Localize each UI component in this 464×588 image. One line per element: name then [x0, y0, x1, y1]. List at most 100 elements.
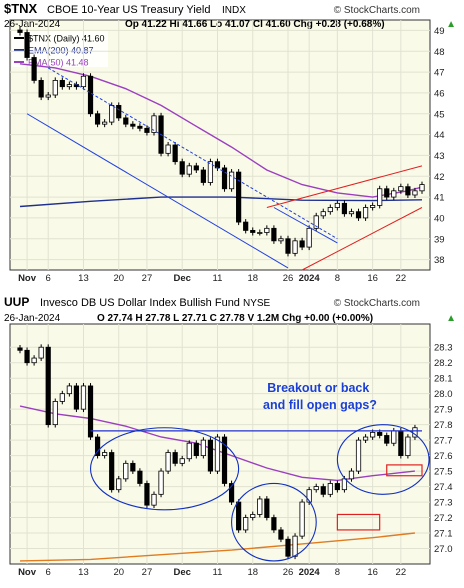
- tnx-chart-panel: $TNX CBOE 10-Year US Treasury Yield INDX…: [0, 0, 464, 288]
- y-tick-label: 38: [434, 255, 445, 266]
- candle-body: [109, 452, 115, 491]
- candle-body: [348, 470, 355, 480]
- y-tick-label: 47: [434, 68, 445, 79]
- candle-body: [228, 483, 235, 503]
- candle-body: [73, 385, 80, 410]
- candle-body: [193, 165, 199, 171]
- candle-body: [193, 442, 199, 457]
- y-tick-label: 39: [434, 234, 445, 245]
- candle-body: [172, 144, 178, 163]
- y-tick-label: 27.7: [434, 436, 453, 447]
- candle-body: [320, 486, 326, 495]
- x-tick-label: Dec: [173, 567, 190, 578]
- candle-body: [52, 80, 58, 96]
- candle-body: [348, 211, 355, 215]
- series-ema200: [19, 532, 415, 562]
- trendline: [47, 67, 338, 240]
- candle-body: [285, 238, 291, 254]
- candle-body: [391, 190, 397, 198]
- candle-body: [80, 385, 87, 410]
- uup-annotation: Breakout or back and fill open gaps?: [263, 381, 377, 412]
- candle-body: [384, 188, 390, 198]
- x-tick-label: 26: [283, 273, 294, 284]
- x-tick-label: 27: [142, 273, 153, 284]
- candle-body: [87, 385, 94, 438]
- y-tick-label: 27.9: [434, 405, 453, 416]
- candle-body: [59, 80, 65, 88]
- candle-body: [102, 121, 108, 125]
- x-tick-label: 26: [283, 567, 294, 578]
- candle-body: [370, 431, 376, 438]
- x-tick-label: Dec: [173, 273, 190, 284]
- y-tick-label: 28.2: [434, 358, 453, 369]
- x-tick-label: 16: [367, 567, 378, 578]
- uup-chart: UUP Invesco DB US Dollar Index Bullish F…: [0, 294, 464, 583]
- y-tick-label: 27.8: [434, 420, 453, 431]
- candle-body: [355, 439, 362, 472]
- y-tick-label: 46: [434, 88, 445, 99]
- trendline: [26, 113, 289, 269]
- x-tick-label: 22: [396, 273, 407, 284]
- tnx-chg-arrow: ▲: [446, 19, 456, 30]
- candle-body: [362, 436, 369, 441]
- tnx-exchange: INDX: [222, 5, 246, 16]
- candle-body: [257, 232, 263, 234]
- candle-body: [144, 483, 150, 506]
- y-tick-label: 43: [434, 151, 445, 162]
- y-tick-label: 27.0: [434, 544, 453, 555]
- candle-body: [264, 227, 270, 233]
- tnx-watermark: © StockCharts.com: [334, 5, 420, 16]
- candle-body: [186, 165, 192, 175]
- candle-body: [398, 186, 404, 192]
- y-tick-label: 45: [434, 109, 445, 120]
- x-tick-label: 2024: [299, 273, 321, 284]
- tnx-name: CBOE 10-Year US Treasury Yield: [47, 4, 210, 16]
- candle-body: [299, 240, 305, 248]
- uup-date: 26-Jan-2024: [4, 313, 61, 324]
- y-tick-label: 49: [434, 26, 445, 37]
- candle-body: [236, 501, 242, 531]
- y-tick-label: 27.3: [434, 498, 453, 509]
- y-tick-label: 44: [434, 130, 445, 141]
- candle-body: [130, 123, 136, 127]
- candle-body: [52, 401, 58, 426]
- candle-body: [271, 517, 277, 531]
- candle-body: [17, 29, 23, 33]
- candle-body: [66, 84, 72, 88]
- uup-ticker: UUP: [4, 295, 29, 309]
- candle-body: [243, 221, 249, 231]
- uup-annotation-line-1: Breakout or back: [267, 381, 369, 395]
- candle-body: [45, 94, 51, 98]
- candle-body: [151, 493, 157, 506]
- candle-body: [362, 207, 369, 219]
- x-tick-label: 2024: [299, 567, 321, 578]
- highlight-ellipse: [231, 482, 317, 562]
- candle-body: [137, 470, 143, 484]
- candle-body: [116, 478, 122, 491]
- candle-body: [31, 57, 37, 81]
- candle-body: [250, 514, 256, 518]
- candle-body: [179, 458, 185, 464]
- candle-body: [278, 529, 284, 540]
- candle-body: [137, 125, 143, 129]
- y-tick-label: 27.6: [434, 451, 453, 462]
- candle-body: [87, 75, 94, 115]
- x-tick-label: 20: [113, 567, 124, 578]
- candle-body: [80, 75, 87, 88]
- legend-label: EMA(50) 41.48: [28, 58, 89, 68]
- y-tick-label: 27.4: [434, 482, 453, 493]
- candle-body: [179, 161, 185, 175]
- candle-body: [130, 462, 136, 472]
- candle-body: [165, 452, 171, 472]
- candle-body: [236, 171, 242, 223]
- candle-body: [405, 436, 411, 457]
- tnx-legend: $TNX (Daily) 41.60 EMA(200) 40.87 EMA(50) …: [12, 31, 108, 68]
- x-tick-label: 8: [335, 273, 340, 284]
- candle-body: [66, 385, 72, 395]
- x-tick-label: 27: [142, 567, 153, 578]
- x-tick-label: 8: [335, 567, 340, 578]
- candle-body: [355, 211, 362, 219]
- candle-body: [292, 535, 298, 557]
- candle-body: [341, 202, 348, 215]
- tnx-chart: $TNX CBOE 10-Year US Treasury Yield INDX…: [0, 0, 464, 288]
